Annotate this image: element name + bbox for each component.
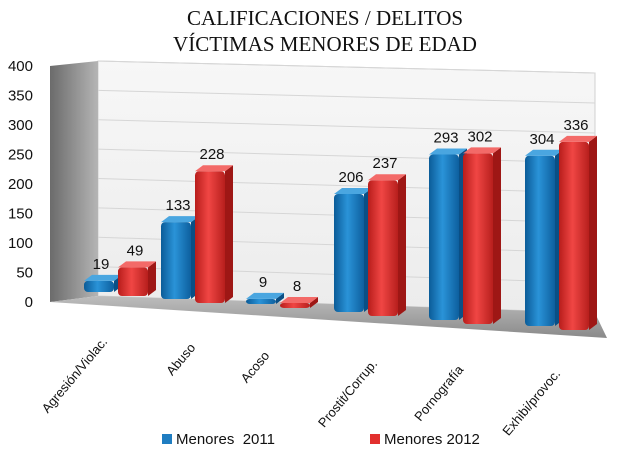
y-tick-label: 0 xyxy=(25,294,33,311)
bar-value-label: 206 xyxy=(338,169,363,186)
bar-top xyxy=(84,274,122,281)
bar-side xyxy=(398,174,406,316)
y-tick-label: 100 xyxy=(8,235,33,252)
x-tick-label-agresi-n-violac: Agresión/Violac. xyxy=(39,334,111,415)
bar-front xyxy=(368,180,398,316)
gridline xyxy=(97,148,596,164)
bar-front xyxy=(334,193,364,312)
bar-front xyxy=(161,222,191,299)
legend-swatch-2012 xyxy=(370,434,380,444)
bar-agresi-n-violac-menores-2012: 49 xyxy=(118,242,156,296)
chart-title-line-1: CALIFICACIONES / DELITOS xyxy=(187,6,463,30)
bar-exhibi-provoc-menores-2011: 304 xyxy=(525,131,563,326)
bar-acoso-menores-2011: 9 xyxy=(246,274,284,304)
bar-acoso-menores-2012: 8 xyxy=(280,278,318,308)
bar-top xyxy=(195,165,233,172)
bar-top xyxy=(334,187,372,194)
y-tick-label: 300 xyxy=(8,117,33,134)
bar-value-label: 133 xyxy=(165,197,190,214)
y-axis: 0 50 100 150 200 250 300 350 400 xyxy=(8,58,33,311)
bar-side xyxy=(276,292,284,304)
x-tick-label-abuso: Abuso xyxy=(163,340,198,378)
bar-front xyxy=(525,155,555,326)
bar-agresi-n-violac-menores-2011: 19 xyxy=(84,256,122,292)
left-wall xyxy=(50,61,98,302)
x-tick-label-prostit-corrup: Prostit/Corrup. xyxy=(315,356,380,430)
x-axis: Agresión/Violac. Abuso Acoso Prostit/Corrup… xyxy=(39,334,564,438)
legend-label-2011: Menores 2011 xyxy=(176,431,275,448)
bar-top xyxy=(525,149,563,156)
bar-top xyxy=(559,135,597,142)
bar-value-label: 293 xyxy=(433,129,458,146)
gridline xyxy=(97,119,596,134)
bar-top xyxy=(161,216,199,223)
bar-value-label: 336 xyxy=(563,117,588,134)
bar-top xyxy=(368,174,406,181)
bar-top xyxy=(118,261,156,268)
plot-area xyxy=(50,60,607,338)
bar-front xyxy=(559,141,589,330)
bar-front xyxy=(280,303,310,308)
bar-side xyxy=(310,297,318,308)
y-tick-label: 250 xyxy=(8,147,33,164)
bar-exhibi-provoc-menores-2012: 336 xyxy=(559,117,597,330)
bar-side xyxy=(589,135,597,330)
x-tick-label-acoso: Acoso xyxy=(238,348,273,385)
bar-front xyxy=(429,154,459,320)
bar-pornograf-a-menores-2011: 293 xyxy=(429,129,467,320)
bar-front xyxy=(463,153,493,324)
y-tick-label: 350 xyxy=(8,88,33,105)
y-tick-label: 400 xyxy=(8,58,33,75)
bar-value-label: 302 xyxy=(467,128,492,145)
bar-front xyxy=(84,280,114,292)
legend-item-2012: Menores 2012 xyxy=(370,431,480,448)
y-tick-label: 50 xyxy=(16,265,33,282)
legend-swatch-2011 xyxy=(162,434,172,444)
bars: 19 49 133 228 9 8 206 237 293 302 304 336 xyxy=(84,117,597,330)
legend: Menores 2011 Menores 2012 xyxy=(162,431,480,448)
bar-top xyxy=(280,297,318,303)
bar-value-label: 8 xyxy=(293,278,301,295)
bar-top xyxy=(463,147,501,154)
floor xyxy=(50,296,607,338)
gridline xyxy=(97,89,596,104)
bar-value-label: 237 xyxy=(372,155,397,172)
bar-value-label: 304 xyxy=(529,131,554,148)
y-tick-label: 200 xyxy=(8,176,33,193)
bar-value-label: 49 xyxy=(127,242,144,259)
bar-side xyxy=(493,147,501,324)
bar-pornograf-a-menores-2012: 302 xyxy=(463,128,501,324)
bar-value-label: 19 xyxy=(93,256,110,273)
bar-abuso-menores-2012: 228 xyxy=(195,146,233,303)
legend-label-2012: Menores 2012 xyxy=(384,431,480,448)
y-tick-label: 150 xyxy=(8,206,33,223)
legend-item-2011: Menores 2011 xyxy=(162,431,275,448)
bar-top xyxy=(246,292,284,299)
gridline xyxy=(97,60,596,74)
bar-value-label: 228 xyxy=(199,146,224,163)
bar-side xyxy=(225,165,233,303)
bar-top xyxy=(429,148,467,155)
gridline xyxy=(97,178,596,194)
bar-front xyxy=(118,267,148,296)
bar-front xyxy=(246,298,276,304)
x-tick-label-pornograf-a: Pornografía xyxy=(411,362,467,424)
chart-title-line-2: VÍCTIMAS MENORES DE EDAD xyxy=(173,32,477,56)
bar-front xyxy=(195,171,225,303)
bar-side xyxy=(148,261,156,296)
x-tick-label-exhibi-provoc: Exhibi/provoc. xyxy=(499,366,563,438)
bar-prostit-corrup-menores-2012: 237 xyxy=(368,155,406,316)
bar-prostit-corrup-menores-2011: 206 xyxy=(334,169,372,312)
bar-value-label: 9 xyxy=(259,274,267,291)
